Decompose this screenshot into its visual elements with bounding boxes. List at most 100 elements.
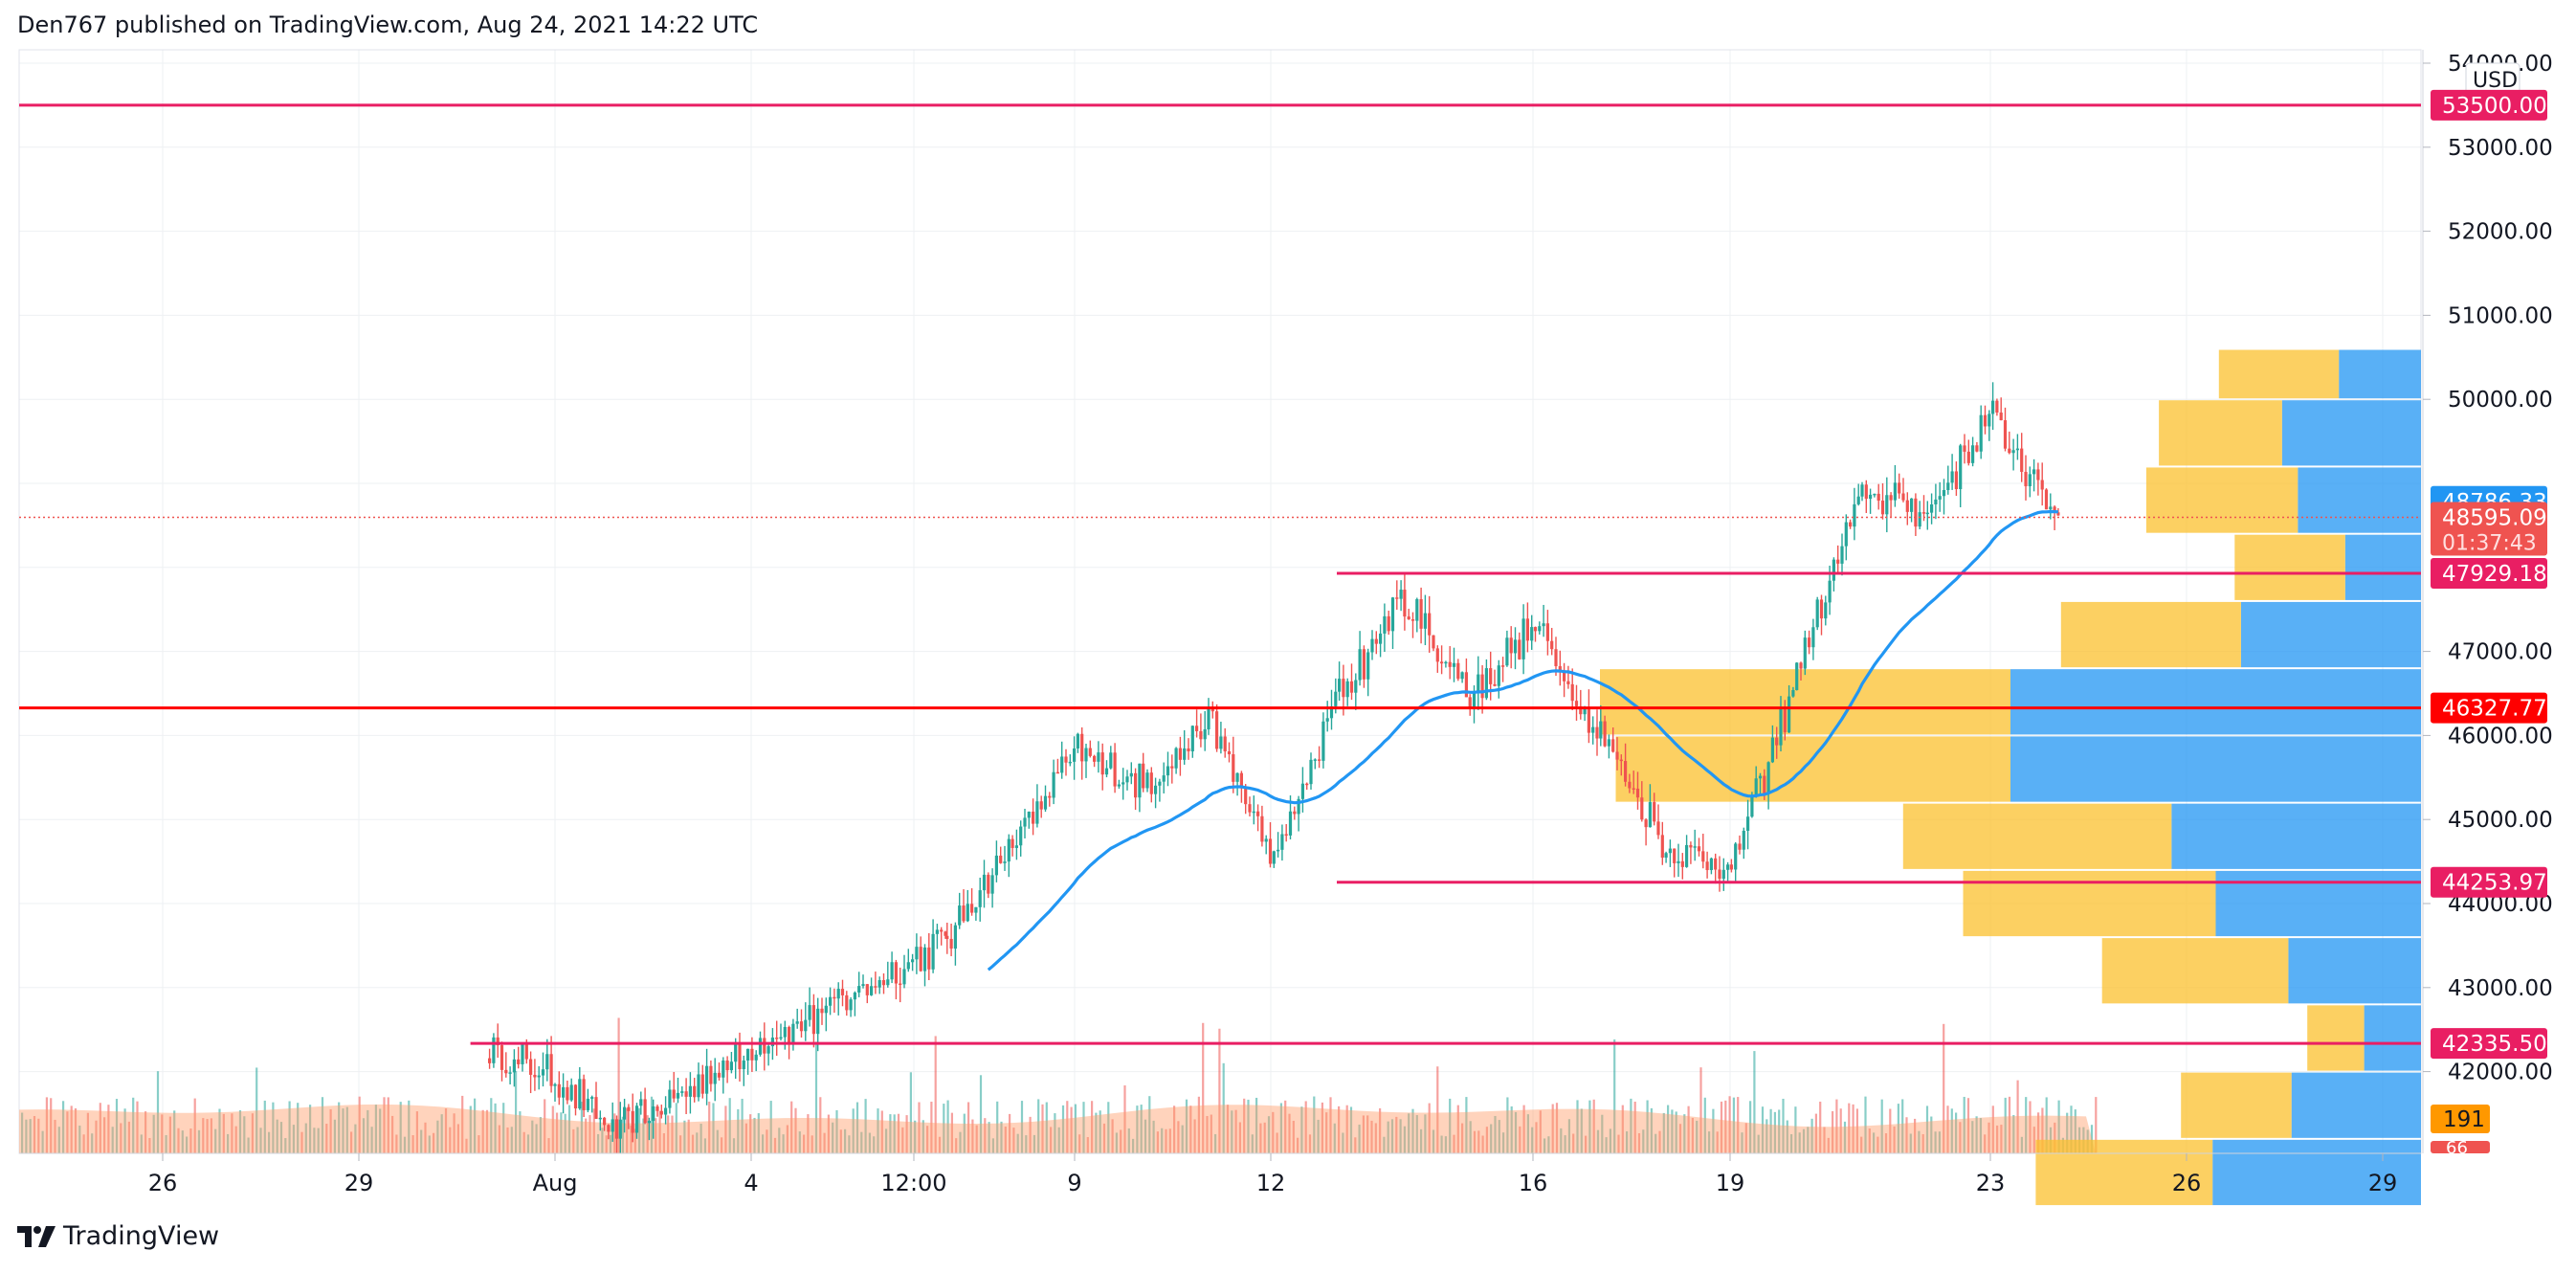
volume-bar: [263, 1100, 266, 1153]
candle-body: [1345, 681, 1349, 698]
volume-bar: [696, 1132, 699, 1153]
volume-bar: [1946, 1106, 1949, 1153]
candle-body: [1129, 772, 1133, 777]
candle-body: [2003, 420, 2008, 449]
candle-body: [791, 1023, 795, 1045]
volume-bar: [111, 1127, 114, 1153]
level-label-53500.00-bg: [2431, 89, 2547, 121]
volume-bar: [1313, 1096, 1316, 1153]
volume-bar: [25, 1119, 28, 1153]
candle-body: [1975, 445, 1979, 452]
level-label-44253.97: 44253.97: [2442, 871, 2547, 896]
candle-body: [1685, 844, 1689, 867]
volume-bar: [638, 1107, 641, 1153]
volume-bar: [1099, 1110, 1101, 1153]
candle-body: [770, 1038, 774, 1047]
price-labels: 53500.00 47929.18 46327.77 44253.97 42335.50…: [2431, 89, 2547, 1158]
candle-body: [734, 1043, 738, 1062]
candle-body: [1513, 639, 1518, 654]
candle-body: [1109, 752, 1113, 769]
volume-bar: [78, 1125, 81, 1153]
volume-bar: [284, 1138, 287, 1153]
profile-up-bar: [2145, 467, 2298, 533]
profile-down-bar: [2215, 870, 2421, 937]
candle-body: [1660, 835, 1664, 859]
candle-body: [746, 1048, 750, 1061]
volume-bar: [753, 1117, 756, 1153]
candle-body: [1905, 500, 1909, 512]
volume-bar: [91, 1133, 94, 1153]
candle-body: [1055, 771, 1059, 774]
volume-bar: [971, 1119, 974, 1153]
volume-bar: [1366, 1115, 1369, 1153]
candle-body: [618, 1119, 622, 1139]
volume-bar: [984, 1118, 987, 1153]
volume-bar: [757, 1113, 760, 1153]
volume-bar: [2095, 1097, 2098, 1153]
candle-body: [2008, 448, 2011, 454]
footer-branding[interactable]: TradingView: [17, 1221, 219, 1251]
volume-bar: [1963, 1096, 1965, 1153]
volume-bar: [99, 1103, 101, 1153]
volume-bar: [82, 1134, 85, 1153]
volume-bar: [362, 1118, 366, 1153]
volume-bar: [1626, 1131, 1629, 1153]
candle-body: [1300, 783, 1304, 799]
volume-bar: [2090, 1125, 2094, 1153]
candle-body: [990, 875, 994, 894]
volume-bar: [1473, 1130, 1477, 1153]
volume-bar: [531, 1120, 534, 1153]
volume-bar: [811, 1135, 813, 1153]
volume-bar: [1790, 1133, 1793, 1153]
candle-body: [537, 1075, 541, 1078]
candle-body: [1048, 795, 1052, 798]
time-tick-label: 16: [1519, 1170, 1548, 1196]
volume-bar: [2066, 1112, 2069, 1153]
candle-body: [1003, 861, 1007, 863]
candle-body: [1288, 811, 1293, 836]
volume-bar: [979, 1075, 983, 1153]
volume-bar: [1181, 1125, 1184, 1153]
volume-bar: [1943, 1023, 1945, 1153]
candle-body: [982, 874, 987, 891]
candle-body: [1840, 546, 1844, 564]
volume-bar: [152, 1114, 155, 1153]
candle-body: [1770, 737, 1774, 763]
candle-body: [1873, 493, 1876, 496]
candle-body: [1668, 848, 1672, 854]
volume-bar: [1054, 1113, 1056, 1153]
candle-body: [1746, 816, 1750, 831]
candle-body: [1444, 661, 1448, 664]
volume-bar: [1403, 1126, 1406, 1153]
moving-average-series: [987, 509, 2058, 972]
candle-body: [1104, 768, 1109, 775]
candle-body: [1828, 580, 1832, 603]
volume-bar: [852, 1108, 855, 1153]
volume-bar: [1165, 1128, 1167, 1153]
volume-bar: [1370, 1120, 1373, 1153]
volume-bar: [807, 1114, 810, 1153]
candle-body: [1280, 834, 1284, 850]
candle-body: [680, 1091, 684, 1093]
candle-body: [590, 1097, 594, 1099]
candle-body: [1930, 503, 1934, 513]
volume-bar: [1016, 1133, 1019, 1153]
candle-body: [1084, 748, 1088, 762]
volume-bar: [1494, 1115, 1497, 1153]
volume-bar: [1358, 1124, 1361, 1153]
volume-bar: [1592, 1099, 1595, 1153]
candle-body: [1100, 752, 1104, 775]
candle-body: [2011, 450, 2015, 454]
candle-body: [1832, 559, 1835, 581]
level-label-44253.97-bg: [2431, 866, 2547, 898]
candle-body: [1203, 729, 1207, 740]
volume-bar: [934, 1036, 937, 1153]
candle-body: [639, 1099, 643, 1106]
candle-body: [1726, 864, 1730, 870]
candle-body: [549, 1054, 553, 1086]
volume-bar: [1304, 1101, 1307, 1153]
volume-bar: [1045, 1102, 1048, 1153]
volume-bar: [1696, 1120, 1699, 1153]
volume-bar: [1646, 1100, 1649, 1153]
